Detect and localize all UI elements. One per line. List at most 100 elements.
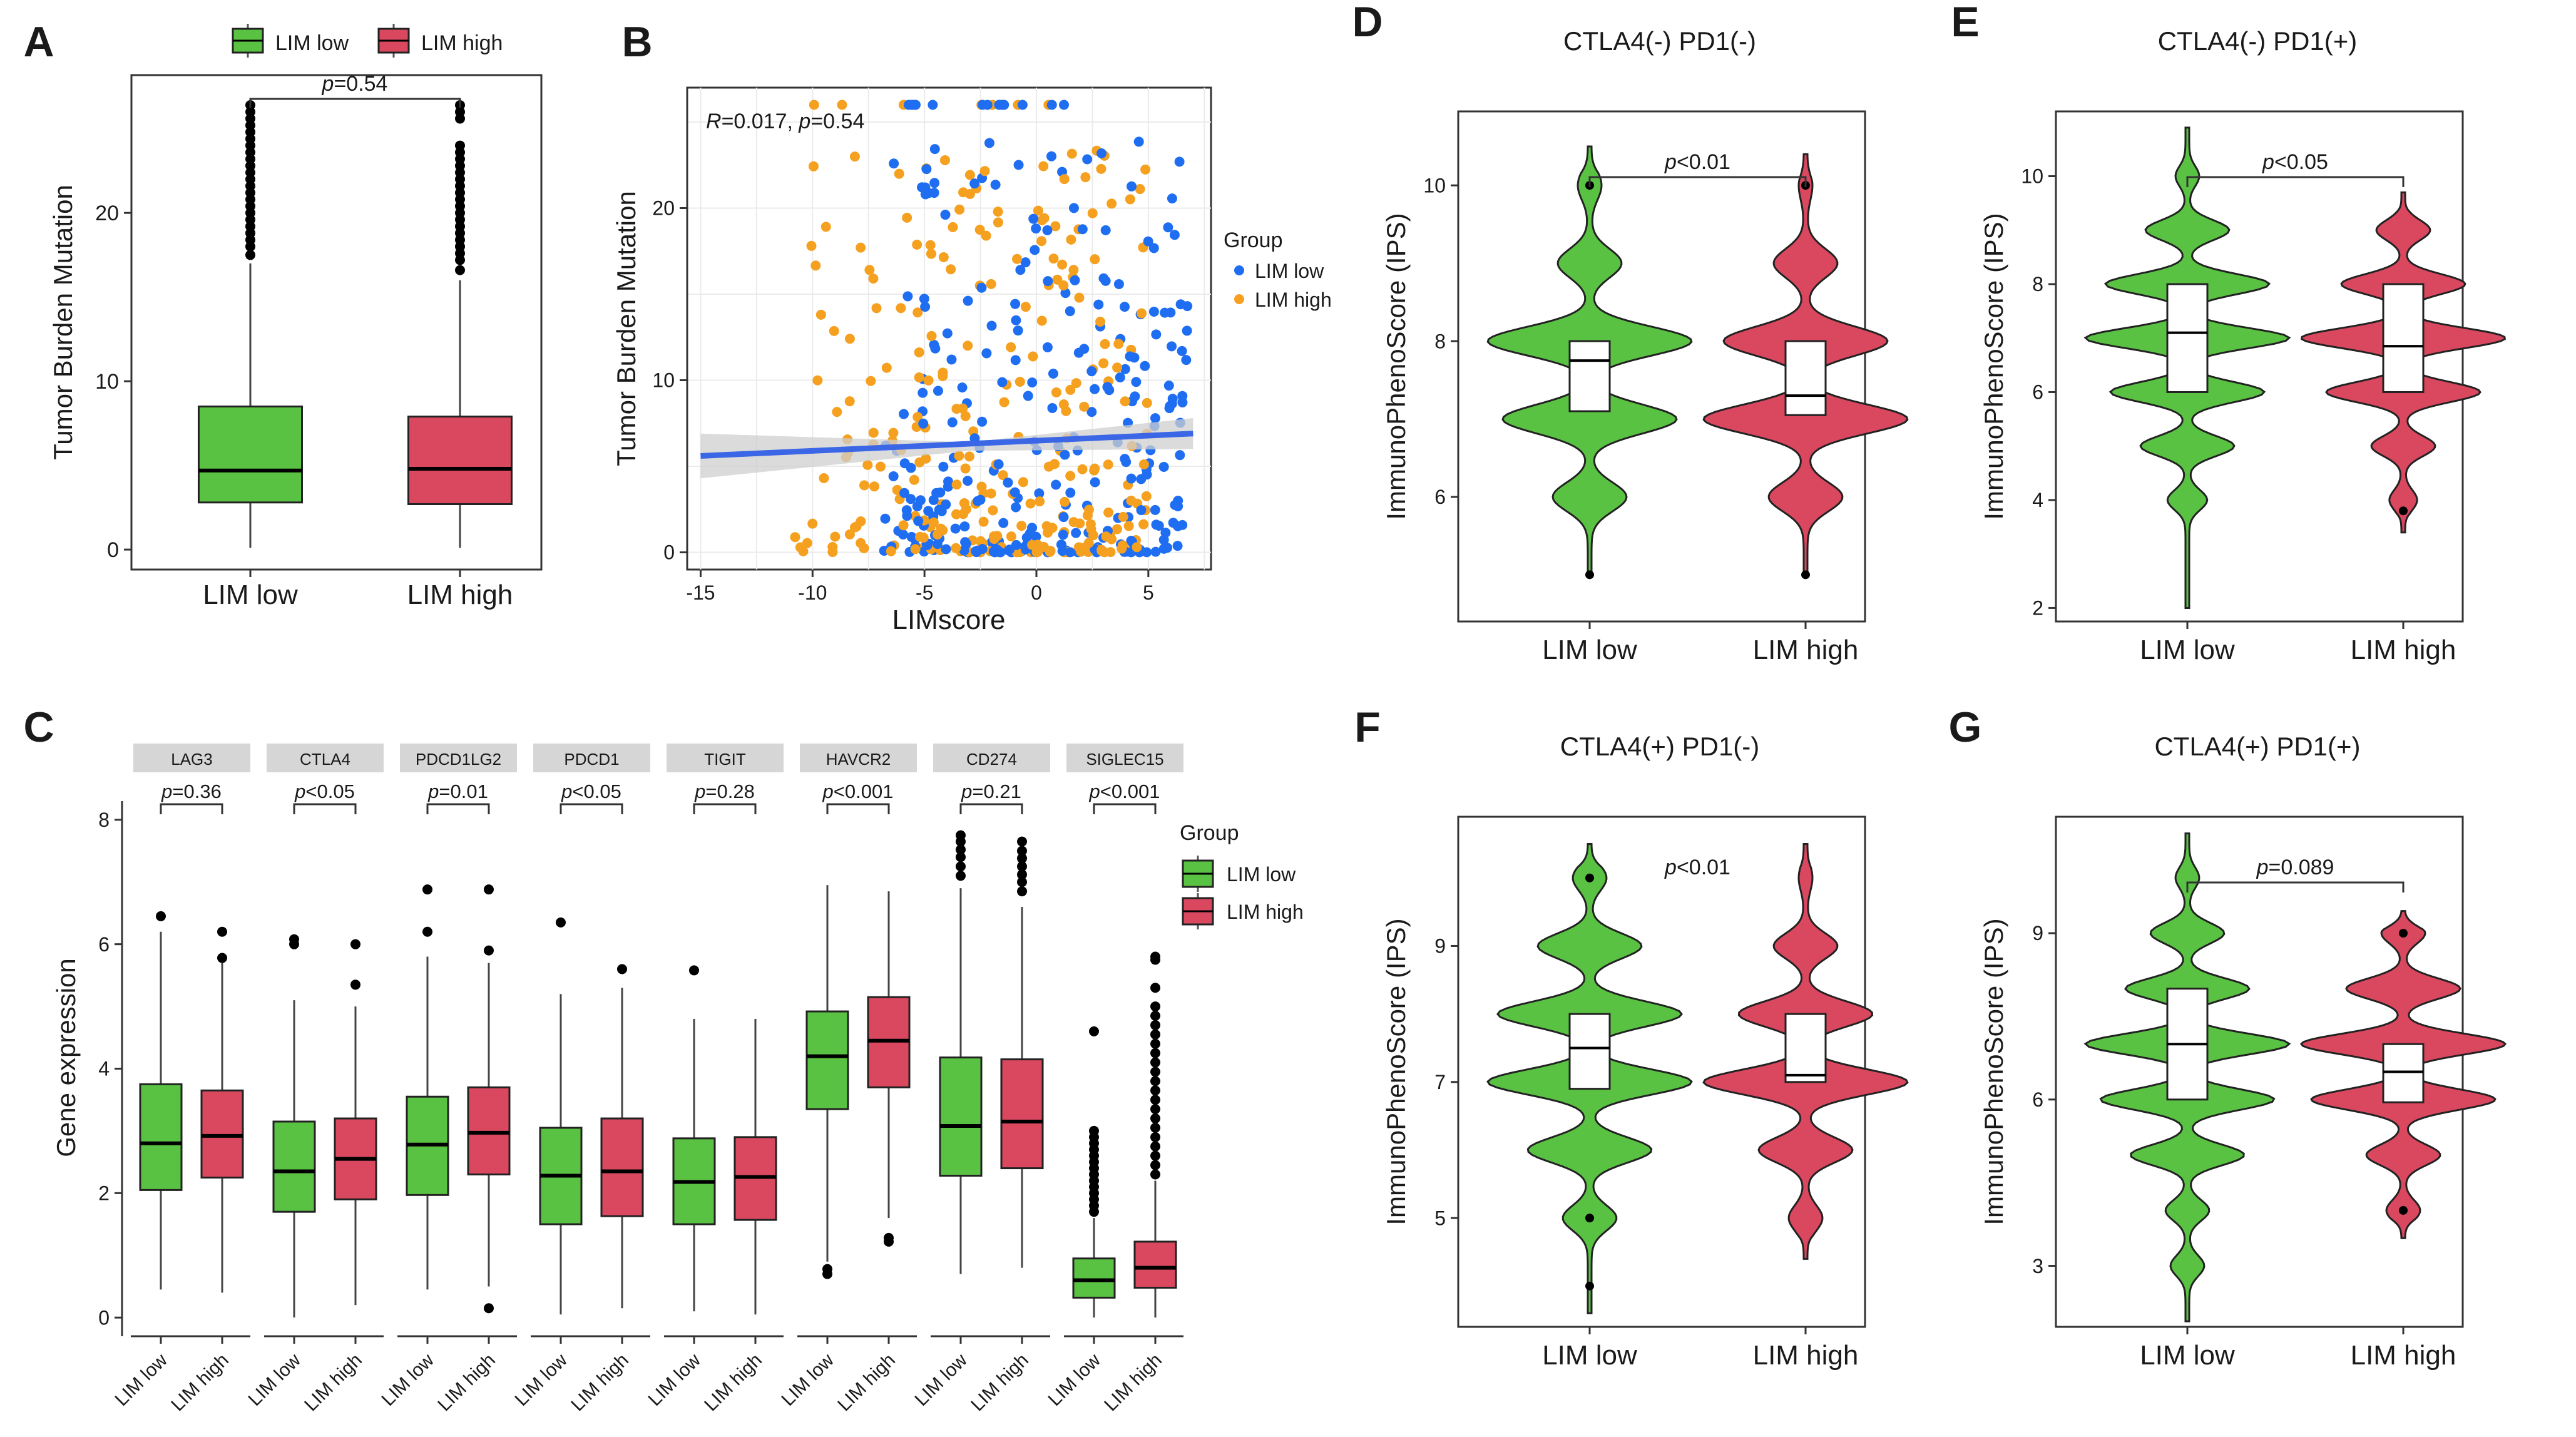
c-siglec15-high-box <box>1133 1240 1177 1289</box>
c-y-label: Gene expression <box>51 958 81 1157</box>
b-point-lim-low <box>919 294 929 304</box>
b-point-lim-high <box>1090 254 1100 265</box>
b-point-lim-low <box>950 523 961 534</box>
b-point-lim-high <box>981 230 991 241</box>
b-annotation-part <box>793 110 799 133</box>
b-point-lim-high <box>938 252 949 262</box>
c-pdcd1-low-outlier <box>556 917 566 928</box>
a-box-1-outlier <box>455 140 465 151</box>
c-y-tick-label: 8 <box>98 809 110 831</box>
b-point-lim-high <box>886 546 896 556</box>
b-point-lim-low <box>1011 502 1021 513</box>
b-point-lim-high <box>986 279 996 289</box>
p-italic: p <box>2256 856 2269 879</box>
c-pdcd1-high-box <box>600 1117 644 1217</box>
d-outlier <box>1801 570 1810 580</box>
b-x-tick-label: -15 <box>686 581 715 604</box>
b-point-lim-low <box>921 164 932 175</box>
b-point-lim-high <box>1112 524 1122 534</box>
b-point-lim-low <box>1182 325 1192 336</box>
b-point-lim-low <box>923 506 934 516</box>
b-point-lim-low <box>1170 499 1180 510</box>
b-point-lim-high <box>1113 339 1124 349</box>
p-value: =0.21 <box>972 780 1021 802</box>
b-point-lim-high <box>914 372 924 382</box>
d-x-tick-label: LIM low <box>1542 635 1637 665</box>
g-y-tick-label: 6 <box>2032 1088 2043 1111</box>
c-siglec15-high-outlier <box>1150 1048 1160 1058</box>
b-point-lim-low <box>1025 528 1035 538</box>
b-point-lim-low <box>1158 534 1169 545</box>
b-point-lim-low <box>912 501 923 511</box>
b-point-lim-high <box>819 473 829 483</box>
panel-label-a: A <box>23 18 54 66</box>
c-legend-high-label: LIM high <box>1227 901 1304 923</box>
b-point-lim-high <box>1132 542 1142 553</box>
b-point-lim-low <box>1077 224 1088 235</box>
b-point-lim-low <box>959 545 969 556</box>
b-point-lim-high <box>1071 378 1081 389</box>
c-havcr2-low-box <box>805 1010 849 1110</box>
b-point-lim-low <box>917 387 928 398</box>
b-point-lim-high <box>923 375 934 386</box>
c-strip-label-tigit: TIGIT <box>704 750 746 769</box>
g-outlier <box>2399 929 2408 938</box>
c-cd274-low-outlier <box>956 861 966 872</box>
c-bracket-tigit <box>693 803 757 814</box>
b-point-lim-low <box>981 348 992 359</box>
b-point-lim-low <box>1058 512 1069 523</box>
b-point-lim-low <box>1148 243 1159 253</box>
c-strip-label-cd274: CD274 <box>966 750 1017 769</box>
b-point-lim-low <box>1121 457 1132 468</box>
c-pvalue-havcr2: p<0.001 <box>822 780 894 802</box>
b-point-lim-high <box>998 470 1008 481</box>
b-point-lim-low <box>928 100 938 110</box>
b-point-lim-high <box>1112 362 1123 373</box>
b-point-lim-low <box>1015 265 1026 275</box>
b-point-lim-low <box>976 282 987 293</box>
c-siglec15-high-outlier <box>1150 1132 1160 1142</box>
c-cd274-high-box <box>1000 1058 1044 1170</box>
b-point-lim-high <box>866 376 876 386</box>
b-point-lim-high <box>844 396 855 407</box>
b-point-lim-high <box>1140 164 1151 175</box>
b-point-lim-low <box>942 328 953 339</box>
b-point-lim-high <box>808 161 819 171</box>
b-point-lim-high <box>988 505 998 516</box>
c-siglec15-low-outlier <box>1089 1026 1099 1036</box>
b-point-lim-high <box>1135 184 1145 195</box>
b-point-lim-high <box>862 459 873 470</box>
a-box-1-outlier <box>455 265 465 275</box>
c-siglec15-high-outlier <box>1150 1038 1160 1049</box>
b-legend-low-label: LIM low <box>1255 260 1324 282</box>
f-title: CTLA4(+) PD1(-) <box>1560 732 1760 761</box>
b-point-lim-high <box>1061 406 1071 416</box>
b-point-lim-high <box>1027 540 1038 550</box>
b-point-lim-high <box>871 303 882 314</box>
b-point-lim-high <box>1137 308 1147 319</box>
p-value: =0.089 <box>2268 856 2334 879</box>
b-point-lim-high <box>1043 461 1054 472</box>
b-point-lim-low <box>1013 160 1024 170</box>
b-point-lim-high <box>1120 396 1130 407</box>
b-point-lim-low <box>1120 364 1130 374</box>
b-point-lim-low <box>946 354 957 365</box>
b-point-lim-low <box>941 499 951 510</box>
b-point-lim-low <box>1150 504 1160 515</box>
b-point-lim-low <box>1150 413 1160 424</box>
p-italic: p <box>961 780 972 802</box>
b-x-tick-label: -10 <box>798 581 827 604</box>
b-point-lim-low <box>1028 213 1039 224</box>
b-x-tick-label: -5 <box>916 581 933 604</box>
panel-b: B R=0.017, p=0.54 0 10 20 -15 -10 -5 0 5 LIMscore T… <box>611 18 1332 635</box>
d-title: CTLA4(-) PD1(-) <box>1563 26 1756 56</box>
d-pvalue-bracket <box>1588 176 1807 187</box>
g-y-tick-label: 9 <box>2032 922 2043 944</box>
b-point-lim-low <box>1096 148 1107 159</box>
c-siglec15-high-outlier <box>1150 1066 1160 1077</box>
c-bracket-lag3 <box>160 803 223 814</box>
p-italic: p <box>161 780 172 802</box>
b-point-lim-low <box>889 158 899 169</box>
b-point-lim-low <box>975 494 986 505</box>
